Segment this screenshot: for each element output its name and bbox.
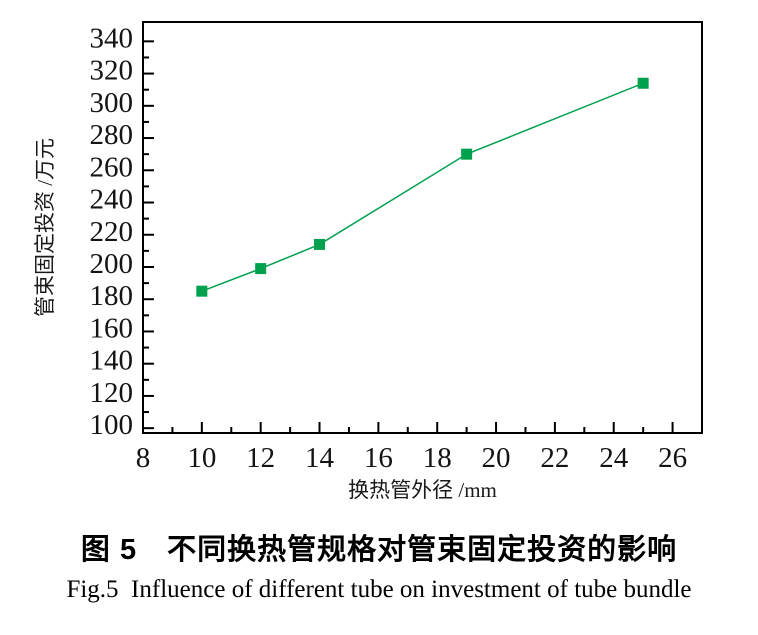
data-point-marker [255, 263, 267, 275]
y-tick-label: 120 [90, 377, 134, 409]
y-tick-label: 200 [90, 248, 134, 280]
y-tick-label: 180 [90, 280, 134, 312]
figure-caption-english: Fig.5 Influence of different tube on inv… [66, 576, 692, 603]
x-tick-label: 20 [482, 442, 511, 474]
data-point-marker [314, 238, 326, 250]
y-tick-label: 220 [90, 216, 134, 248]
data-point-marker [461, 148, 473, 160]
y-tick-label: 140 [90, 345, 134, 377]
plot-frame [142, 21, 703, 434]
x-tick-label: 16 [364, 442, 393, 474]
x-tick-label: 26 [658, 442, 687, 474]
y-tick-label: 280 [90, 119, 134, 151]
x-axis-title: 换热管外径 /mm [348, 478, 497, 502]
y-axis-title: 管束固定投资 /万元 [33, 138, 57, 317]
x-tick-label: 8 [136, 442, 151, 474]
figure-caption-chinese: 图 5 不同换热管规格对管束固定投资的影响 [80, 534, 678, 566]
x-tick-label: 24 [599, 442, 629, 474]
y-tick-label: 240 [90, 184, 134, 216]
data-point-marker [637, 77, 649, 89]
y-tick-label: 300 [90, 87, 134, 119]
x-tick-label: 22 [540, 442, 569, 474]
y-tick-label: 340 [90, 22, 134, 54]
x-tick-label: 14 [305, 442, 335, 474]
x-tick-label: 12 [246, 442, 275, 474]
data-line [201, 82, 644, 292]
x-tick-label: 10 [187, 442, 216, 474]
x-tick-label: 18 [423, 442, 452, 474]
y-tick-label: 320 [90, 55, 134, 87]
y-tick-label: 260 [90, 151, 134, 183]
line-chart: 8 10 12 14 16 18 20 22 24 26 100120140160180200220… [33, 21, 703, 502]
y-tick-label: 100 [90, 409, 134, 441]
data-point-marker [196, 285, 208, 297]
y-tick-label: 160 [90, 312, 134, 344]
